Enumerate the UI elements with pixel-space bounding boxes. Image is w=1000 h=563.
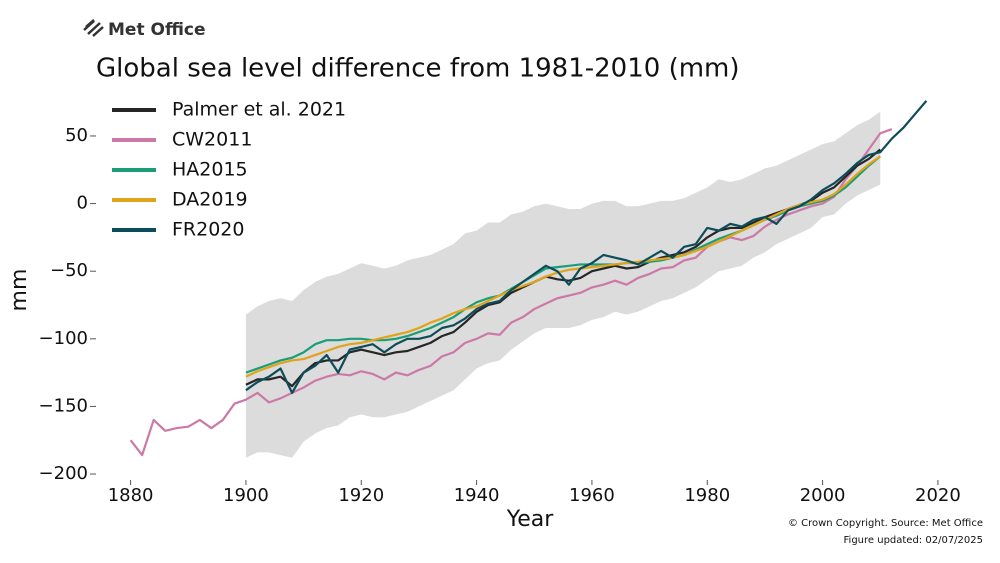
y-tick-label: −100 [39,328,88,349]
x-tick-label: 1980 [684,485,730,506]
logo: Met Office [83,19,206,40]
series-line [129,128,893,457]
legend-label: CW2011 [172,129,252,151]
y-tick-label: 0 [77,193,88,214]
logo-text: Met Office [108,20,206,40]
series-line [245,155,881,378]
x-tick-label: 1940 [454,485,500,506]
x-tick-label: 2020 [915,485,961,506]
legend-label: FR2020 [172,219,244,241]
x-axis-label: Year [506,507,555,532]
y-tick-label: 50 [65,125,88,146]
x-tick-label: 2000 [800,485,846,506]
legend-label: Palmer et al. 2021 [172,99,346,121]
x-tick-label: 1880 [108,485,154,506]
logo-icon [83,19,104,37]
y-axis-label: mm [7,269,32,312]
y-tick-label: −50 [50,260,88,281]
x-tick-label: 1960 [569,485,615,506]
x-tick-label: 1900 [223,485,269,506]
series-line [245,148,881,388]
series-line [245,100,928,395]
chart-title: Global sea level difference from 1981-20… [96,54,740,84]
legend-label: HA2015 [172,159,248,181]
legend-label: DA2019 [172,189,248,211]
uncertainty-band [245,111,881,458]
y-tick-label: −150 [39,395,88,416]
x-tick-label: 1920 [338,485,384,506]
source-note: © Crown Copyright. Source: Met Office [788,518,983,529]
y-tick-label: −200 [39,463,88,484]
updated-note: Figure updated: 02/07/2025 [844,535,983,546]
